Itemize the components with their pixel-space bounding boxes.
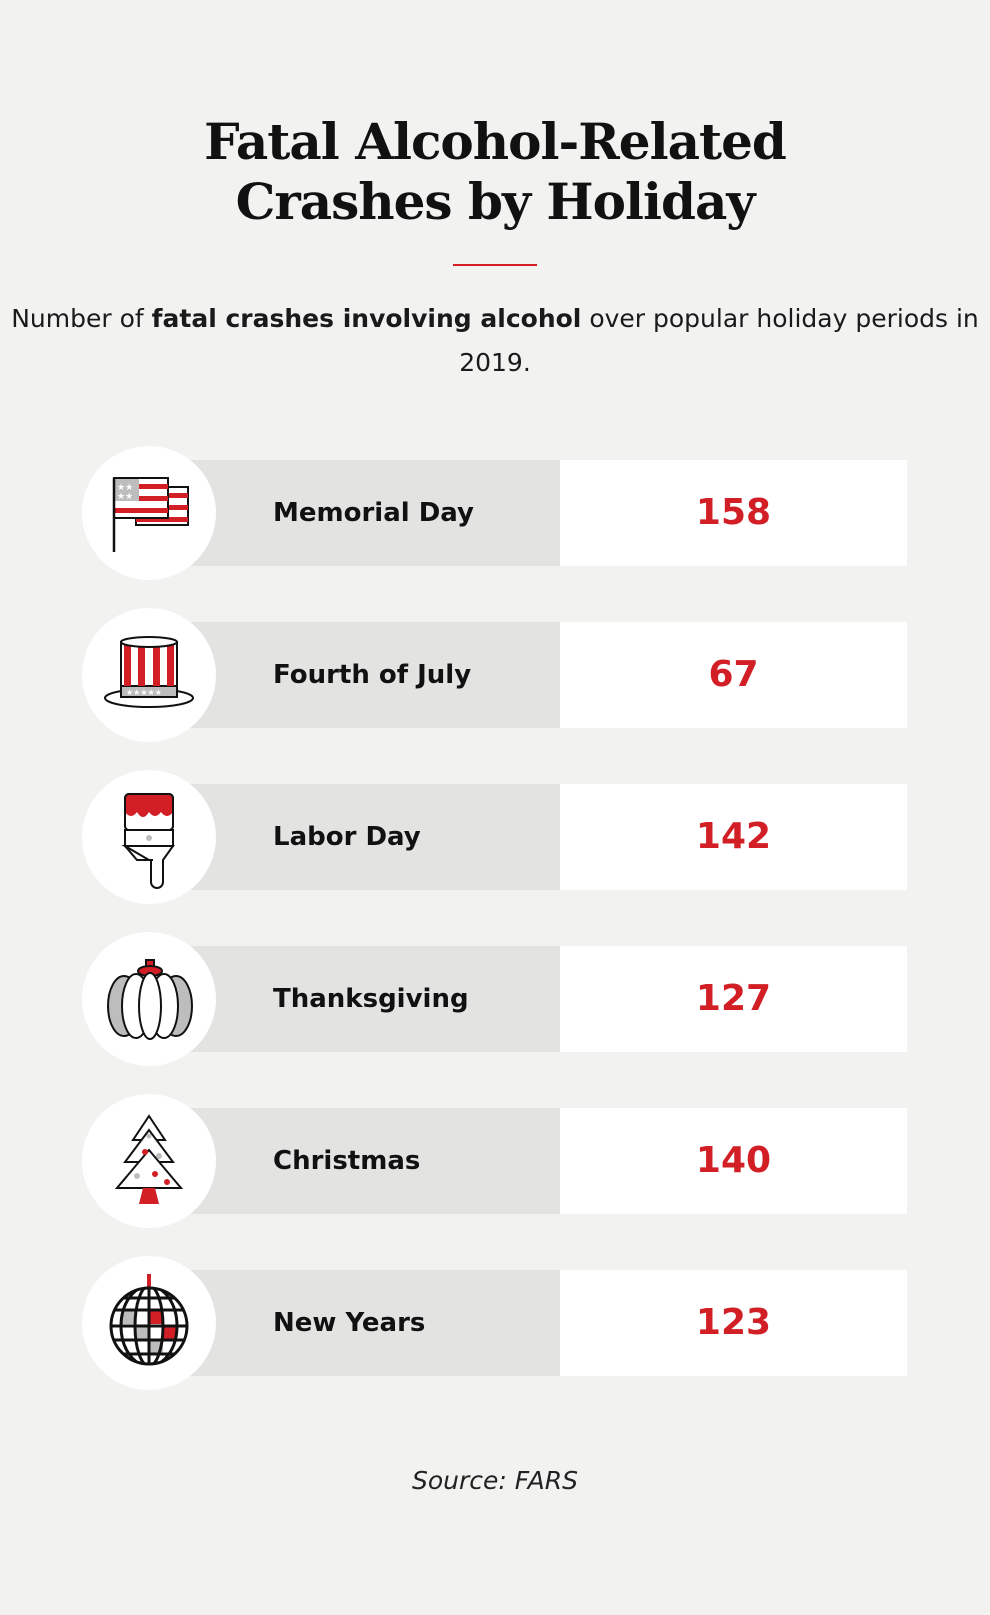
- christmas-tree-icon-badge: [82, 1094, 216, 1228]
- top-hat-icon: ★★★★★: [104, 636, 194, 708]
- table-row: ★★★★★ Fourth of July 67: [0, 608, 990, 742]
- title-line-1: Fatal Alcohol-Related: [204, 112, 787, 171]
- value-cell: [560, 1270, 907, 1376]
- label-cell: [180, 1108, 560, 1214]
- crash-count-value: 123: [695, 1302, 772, 1343]
- crash-count-value: 140: [695, 1140, 772, 1181]
- table-row: ★★ ★★ Memorial Day 158: [0, 446, 990, 580]
- svg-text:★★: ★★: [117, 483, 133, 493]
- top-hat-icon-badge: ★★★★★: [82, 608, 216, 742]
- svg-text:★★: ★★: [117, 492, 133, 502]
- source-note: Source: FARS: [411, 1466, 579, 1495]
- value-cell: [560, 946, 907, 1052]
- crash-count-value: 142: [695, 816, 772, 857]
- disco-ball-icon-badge: [82, 1256, 216, 1390]
- subtitle-pre: Number of: [11, 304, 152, 333]
- subtitle-bold: fatal crashes involving alcohol: [151, 304, 582, 333]
- subtitle-post: over popular holiday periods in 2019.: [459, 304, 979, 377]
- pumpkin-icon: [107, 959, 193, 1040]
- table-row: Thanksgiving 127: [0, 932, 990, 1066]
- holiday-label: Thanksgiving: [273, 984, 469, 1014]
- table-row: Christmas 140: [0, 1094, 990, 1228]
- flag-icon: ★★ ★★: [112, 477, 189, 552]
- chart-subtitle: Number of fatal crashes involving alcoho…: [0, 297, 990, 385]
- title-divider: [453, 264, 537, 266]
- disco-ball-icon: [109, 1274, 189, 1366]
- holiday-label: Memorial Day: [273, 498, 474, 528]
- christmas-tree-icon: [114, 1114, 184, 1204]
- holiday-label: New Years: [273, 1308, 426, 1338]
- label-cell: [180, 1270, 560, 1376]
- chart-title: Fatal Alcohol-Related Crashes by Holiday: [0, 112, 990, 232]
- holiday-label: Labor Day: [273, 822, 421, 852]
- crash-count-value: 67: [708, 654, 759, 695]
- svg-text:★★★★★: ★★★★★: [126, 688, 162, 697]
- paintbrush-icon: [121, 793, 175, 889]
- flag-icon-badge: ★★ ★★: [82, 446, 216, 580]
- crash-count-value: 127: [695, 978, 772, 1019]
- value-cell: [560, 784, 907, 890]
- value-cell: [560, 460, 907, 566]
- value-cell: [560, 1108, 907, 1214]
- label-cell: [180, 622, 560, 728]
- label-cell: [180, 946, 560, 1052]
- paintbrush-icon-badge: [82, 770, 216, 904]
- holiday-label: Christmas: [273, 1146, 421, 1176]
- holiday-label: Fourth of July: [273, 660, 472, 690]
- pumpkin-icon-badge: [82, 932, 216, 1066]
- title-line-2: Crashes by Holiday: [235, 172, 756, 231]
- value-cell: [560, 622, 907, 728]
- table-row: Labor Day 142: [0, 770, 990, 904]
- label-cell: [180, 784, 560, 890]
- crash-count-value: 158: [695, 492, 772, 533]
- label-cell: [180, 460, 560, 566]
- table-row: New Years 123: [0, 1256, 990, 1390]
